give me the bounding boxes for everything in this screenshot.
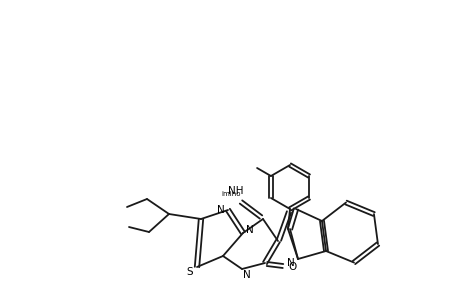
- Text: NH: NH: [228, 186, 243, 196]
- Text: N: N: [217, 205, 224, 215]
- Text: imino: imino: [221, 191, 240, 197]
- Text: S: S: [186, 267, 193, 277]
- Text: O: O: [288, 262, 297, 272]
- Text: N: N: [286, 258, 294, 268]
- Text: N: N: [243, 270, 250, 280]
- Text: N: N: [246, 225, 253, 235]
